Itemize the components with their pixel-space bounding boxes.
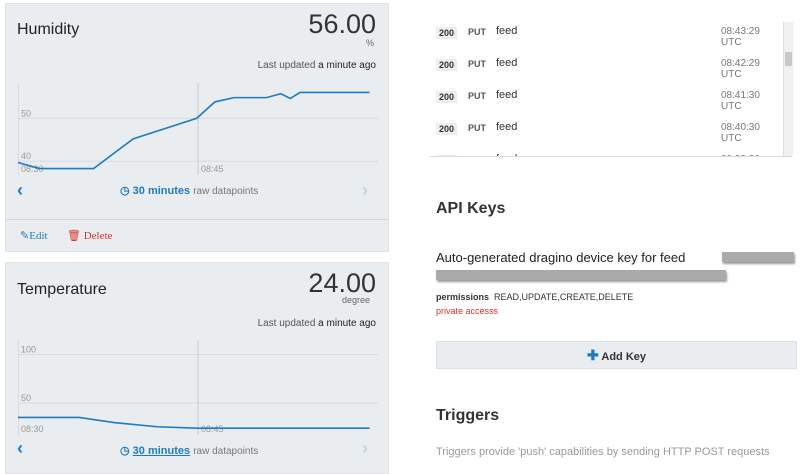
resource: feed [496,121,518,133]
panel-unit: degree [342,295,371,305]
button-label: Add Key [601,351,646,363]
panel-title: Humidity [17,21,80,38]
scrollbar[interactable] [783,22,793,156]
timestamp: 08:40:30 UTC [721,122,760,144]
access: private accesss [436,306,499,316]
timestamp: 08:41:30 UTC [721,90,760,112]
resource: feed [496,57,518,69]
timestamp: 08:42:29 UTC [721,58,760,80]
method: PUT [468,59,486,69]
panel-title: Temperature [17,281,107,298]
range-selector[interactable]: ◷ 30 minutes raw datapoints [120,445,259,457]
section-title: API Keys [436,200,506,217]
range: 30 minutes [132,185,191,197]
permissions-label: permissions [436,292,490,302]
log-row: 200 PUT feed 08:39:30 UTC [430,144,780,156]
next-button[interactable]: › [362,438,368,458]
updated-prefix: Last updated [257,318,316,329]
method: PUT [468,155,486,156]
updated-time: a minute ago [318,60,376,71]
y-tick-label: 50 [21,108,31,118]
redacted [722,252,794,262]
timestamp: 08:43:29 UTC [721,26,760,48]
status-code: 200 [436,91,458,103]
permissions-value: READ,UPDATE,CREATE,DELETE [494,292,634,302]
log-row: 200 PUT feed 08:42:29 UTC [430,48,780,80]
triggers-text: Triggers provide 'push' capabilities by … [436,446,770,458]
data-line [18,91,370,170]
temperature-panel [5,262,389,474]
y-tick-label: 40 [21,151,31,161]
chart: 40 50 08:30 08:45 [18,83,378,175]
edit-link[interactable]: ✎Edit [20,230,48,242]
status-code: 200 [436,59,458,71]
updated-time: a minute ago [318,318,376,329]
x-tick-label: 08:45 [201,164,224,174]
method: PUT [468,91,486,101]
delete: Delete [83,230,113,242]
edit: Edit [29,230,48,242]
log-row: 200 PUT feed 08:43:29 UTC [430,16,780,48]
resource: feed [496,89,518,101]
key-label: Auto-generated dragino device key for fe… [436,250,686,265]
next-button[interactable]: › [362,180,368,200]
range-note: raw datapoints [193,186,259,197]
delete-link[interactable]: 🗑 Delete [67,230,113,242]
x-tick-label: 08:30 [21,164,44,174]
prev-button[interactable]: ‹ [17,438,23,458]
panel-value: 56.00 [308,9,376,39]
log-row: 200 PUT feed 08:41:30 UTC [430,80,780,112]
resource: feed [496,25,518,37]
log-row: 200 PUT feed 08:40:30 UTC [430,112,780,144]
last-updated: Last updated a minute ago [126,318,376,329]
x-tick-label: 08:30 [21,424,44,434]
status-code: 200 [436,27,458,39]
status-code: 200 [436,123,458,135]
range: 30 minutes [132,445,191,457]
method: PUT [468,123,486,133]
panel-value: 24.00 [308,268,376,298]
section-title: Triggers [436,407,500,424]
last-updated: Last updated a minute ago [126,60,376,71]
add-key-button[interactable]: ✚ Add Key [436,341,797,369]
resource: feed [496,153,517,156]
y-tick-label: 100 [21,344,36,354]
range-note: raw datapoints [193,446,259,457]
status-code: 200 [436,155,458,156]
request-log: 200 PUT feed 08:43:29 UTC 200 PUT feed 08:42:29… [430,0,792,157]
updated-prefix: Last updated [257,60,316,71]
data-line [18,416,370,430]
permissions: permissions READ,UPDATE,CREATE,DELETE [436,292,633,302]
timestamp: 08:39:30 UTC [721,154,780,156]
redacted [436,270,726,280]
prev-button[interactable]: ‹ [17,180,23,200]
y-tick-label: 50 [21,393,31,403]
method: PUT [468,27,486,37]
humidity-panel [5,3,389,252]
range-selector[interactable]: ◷ 30 minutes raw datapoints [120,185,259,197]
panel-unit: % [366,38,375,48]
